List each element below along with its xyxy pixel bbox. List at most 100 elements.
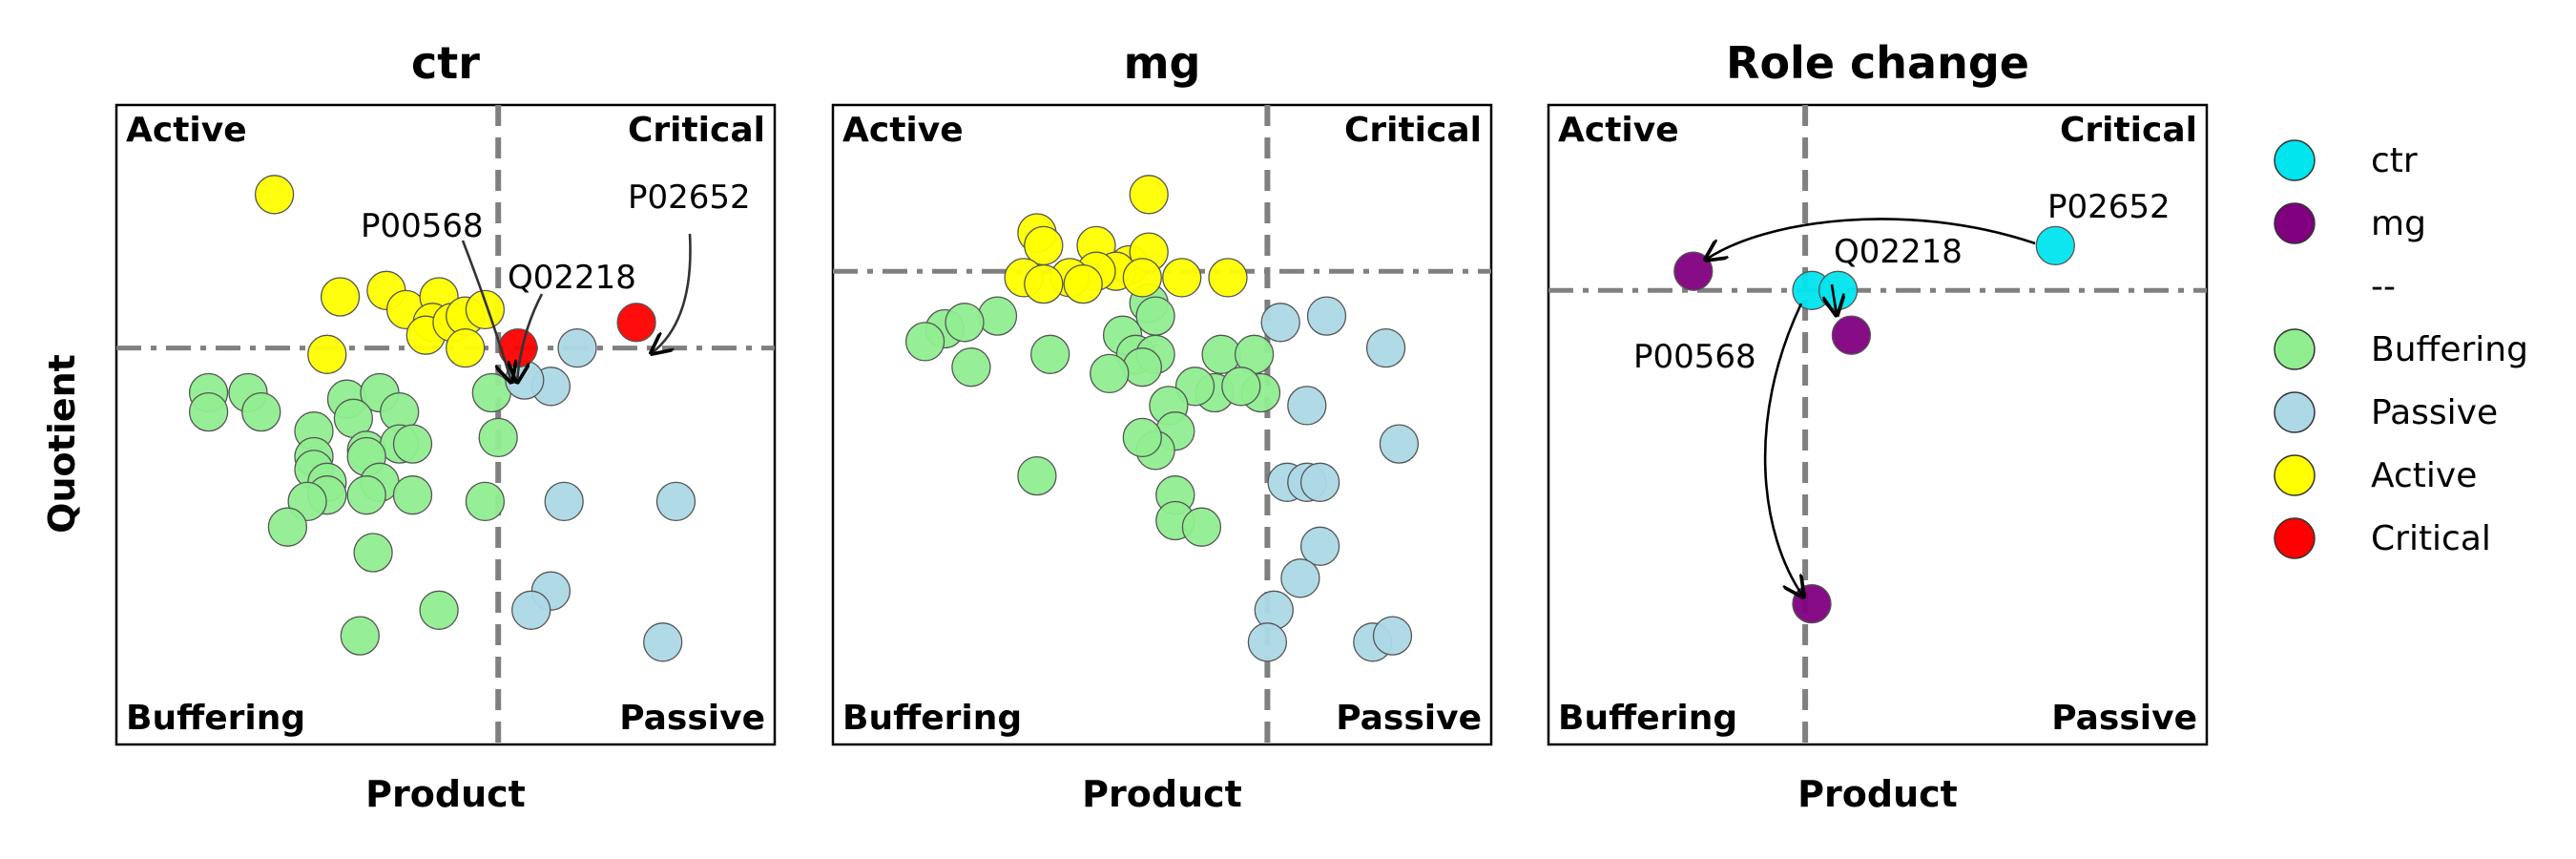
point-buffering [241, 391, 281, 432]
point-buffering [977, 296, 1018, 336]
annotation-arrow [1706, 218, 2036, 260]
annotation-arrow [652, 233, 692, 353]
annotation-label: P00568 [1633, 338, 1756, 376]
legend-marker [2274, 454, 2316, 496]
annotation-label: P02652 [2047, 188, 2171, 226]
point-active [254, 175, 295, 215]
point-buffering [1030, 334, 1070, 374]
x-axis-label: Product [365, 773, 526, 815]
point-buffering [465, 481, 506, 522]
point-critical [616, 303, 656, 343]
point-buffering [267, 507, 308, 547]
legend-label: mg [2371, 204, 2426, 243]
quadrant-label-buffering: Buffering [1558, 699, 1737, 738]
point-passive [643, 622, 683, 662]
point-passive [1260, 303, 1300, 343]
point-active [1024, 263, 1064, 304]
legend: ctr mg -- Buffering Passive Active Critical [2274, 139, 2528, 559]
panels: ctr Product Active Critical Buffering Passive… [114, 37, 2209, 815]
point-buffering [1221, 367, 1261, 407]
point-buffering [945, 303, 985, 343]
panel-title: mg [1124, 37, 1201, 89]
point-buffering [392, 424, 433, 464]
point-active [307, 334, 347, 374]
legend-label: Critical [2371, 519, 2491, 558]
point-buffering [1090, 353, 1130, 394]
point-buffering [1017, 455, 1057, 496]
quadrant-label-buffering: Buffering [842, 699, 1022, 738]
panel-0: ctr Product Active Critical Buffering Passive… [114, 37, 777, 815]
legend-label: Passive [2371, 393, 2498, 432]
point-passive [1299, 462, 1340, 502]
legend-marker [2274, 328, 2316, 370]
quadrant-label-passive: Passive [1336, 699, 1482, 738]
x-axis-label: Product [1082, 773, 1242, 815]
panel-2: Role change Product Active Critical Bufferin… [1547, 37, 2209, 815]
point-active [320, 277, 361, 317]
point-buffering [904, 322, 945, 362]
point-active [1129, 175, 1169, 215]
point-passive [1254, 590, 1294, 630]
point-passive [1247, 622, 1288, 662]
legend-label: Active [2371, 456, 2477, 495]
point-buffering [346, 475, 386, 515]
point-buffering [1135, 296, 1175, 336]
point-active [465, 289, 506, 330]
point-buffering [392, 475, 433, 515]
annotation-label: Q02218 [1834, 233, 1963, 271]
point-active [446, 327, 486, 368]
point-passive [511, 590, 551, 630]
point-passive [544, 481, 584, 522]
point-buffering [478, 417, 518, 458]
quadrant-label-critical: Critical [2060, 111, 2197, 150]
panel-1: mg Product Active Critical Buffering Passive [831, 37, 1493, 815]
legend-label: Buffering [2371, 330, 2528, 369]
point-active [1162, 258, 1202, 298]
annotation-label: P00568 [361, 207, 484, 245]
point-passive [1379, 424, 1420, 464]
legend-marker [2274, 202, 2316, 244]
annotation-label: Q02218 [508, 259, 636, 297]
annotation-arrow [1832, 283, 1837, 315]
point-buffering [951, 347, 991, 388]
point-active [1208, 258, 1248, 298]
legend-marker [2274, 517, 2316, 559]
point-passive [1365, 327, 1406, 368]
x-axis-label: Product [1797, 773, 1958, 815]
quadrant-label-critical: Critical [628, 111, 765, 150]
quadrant-label-critical: Critical [1344, 111, 1482, 150]
point-active [1063, 263, 1103, 304]
point-passive [1299, 526, 1340, 566]
quadrant-label-active: Active [1558, 111, 1679, 150]
legend-marker [2274, 391, 2316, 433]
quadrant-label-passive: Passive [2051, 699, 2197, 738]
plot-frame [1547, 103, 2209, 746]
point-buffering [340, 616, 380, 656]
y-axis-label: Quotient [41, 354, 83, 534]
point-passive [557, 327, 597, 368]
point-passive [1372, 616, 1413, 656]
point-buffering [1181, 507, 1222, 547]
point-active [1122, 258, 1162, 298]
point-ctr [2035, 225, 2075, 266]
point-buffering [1122, 347, 1162, 388]
point-buffering [419, 590, 459, 630]
point-mg [1831, 315, 1872, 355]
point-ctr [1818, 270, 1859, 310]
legend-label: -- [2371, 267, 2396, 306]
panel-title: Role change [1726, 37, 2029, 89]
quadrant-label-buffering: Buffering [126, 699, 305, 738]
quadrant-label-active: Active [842, 111, 964, 150]
annotation-arrow [1763, 303, 1803, 597]
annotation-label: P02652 [628, 178, 751, 217]
annotation-arrow [517, 293, 544, 382]
point-passive [1280, 558, 1320, 598]
point-passive [1287, 386, 1327, 426]
quadrant-label-passive: Passive [619, 699, 765, 738]
point-buffering [353, 533, 393, 573]
point-passive [655, 481, 696, 522]
panel-title: ctr [411, 37, 480, 89]
legend-label: ctr [2371, 141, 2418, 180]
point-buffering [188, 391, 229, 432]
